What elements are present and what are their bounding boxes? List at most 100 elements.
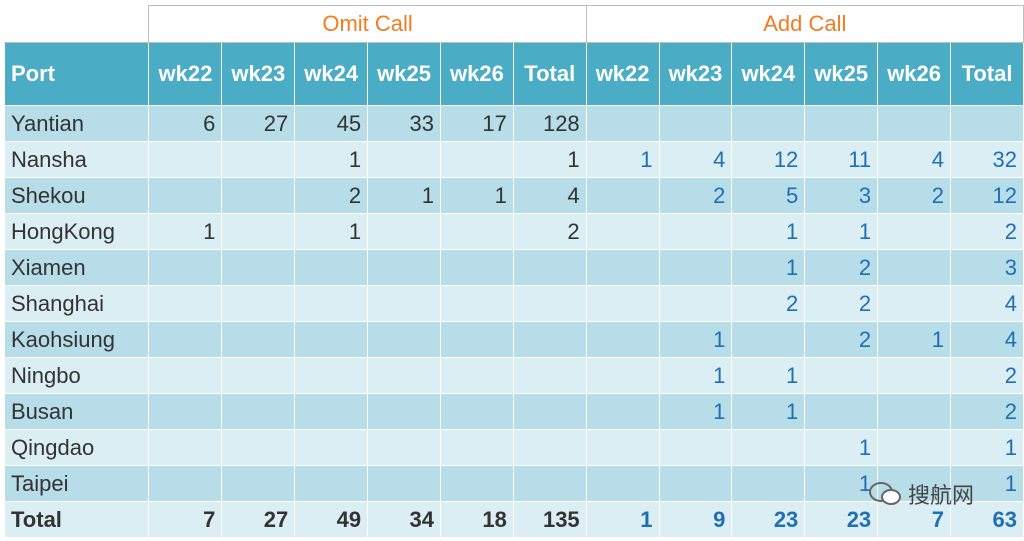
empty-cell: [294, 285, 369, 322]
table-row: Busan 1 1 2: [3, 393, 1024, 430]
value-cell: 1: [804, 213, 879, 250]
empty-cell: [731, 429, 806, 466]
empty-cell: [148, 465, 223, 502]
empty-cell: [367, 141, 441, 178]
value-cell: 1: [731, 249, 806, 286]
empty-cell: [221, 393, 296, 430]
value-cell: 2: [512, 213, 587, 250]
port-cell: Qingdao: [3, 429, 150, 466]
value-cell: 4: [512, 177, 587, 214]
empty-cell: [294, 357, 369, 394]
empty-cell: [877, 429, 952, 466]
table-row: Total 7 27 49 34 18 135 1 9 23 23 7 63: [3, 501, 1024, 538]
value-cell: 18: [439, 501, 514, 538]
empty-cell: [367, 321, 441, 358]
table-row: Kaohsiung 1 2 1 4: [3, 321, 1024, 358]
column-header: wk24: [294, 42, 369, 106]
group-header: Omit Call: [148, 5, 587, 43]
empty-cell: [585, 429, 660, 466]
value-cell: 1: [804, 465, 879, 502]
empty-cell: [585, 393, 660, 430]
empty-cell: [367, 465, 441, 502]
empty-cell: [585, 249, 660, 286]
column-header: wk22: [148, 42, 223, 106]
value-cell: 1: [585, 501, 660, 538]
value-cell: 1: [148, 213, 223, 250]
column-header: wk26: [877, 42, 952, 106]
empty-cell: [294, 465, 369, 502]
value-cell: 128: [512, 105, 587, 142]
port-cell: Nansha: [3, 141, 150, 178]
empty-cell: [148, 429, 223, 466]
value-cell: 7: [148, 501, 223, 538]
value-cell: 6: [148, 105, 223, 142]
empty-cell: [731, 105, 806, 142]
table-row: HongKong 1 1 2 1 1 2: [3, 213, 1024, 250]
empty-cell: [439, 285, 514, 322]
value-cell: 32: [950, 141, 1024, 178]
empty-cell: [294, 393, 369, 430]
value-cell: 1: [804, 429, 879, 466]
port-cell: HongKong: [3, 213, 150, 250]
value-cell: 4: [950, 321, 1024, 358]
value-cell: 2: [950, 213, 1024, 250]
value-cell: 45: [294, 105, 369, 142]
empty-cell: [148, 141, 223, 178]
empty-cell: [877, 357, 952, 394]
empty-cell: [148, 357, 223, 394]
value-cell: 1: [658, 393, 733, 430]
empty-cell: [439, 465, 514, 502]
empty-cell: [367, 285, 441, 322]
empty-cell: [148, 285, 223, 322]
column-header: Total: [512, 42, 587, 106]
value-cell: 2: [658, 177, 733, 214]
empty-cell: [585, 105, 660, 142]
table-row: Taipei 1 1: [3, 465, 1024, 502]
value-cell: 1: [294, 141, 369, 178]
empty-cell: [294, 321, 369, 358]
empty-cell: [950, 105, 1024, 142]
value-cell: 2: [804, 249, 879, 286]
column-header: wk24: [731, 42, 806, 106]
empty-cell: [221, 465, 296, 502]
empty-cell: [658, 465, 733, 502]
value-cell: 2: [877, 177, 952, 214]
empty-cell: [439, 393, 514, 430]
column-header: wk23: [658, 42, 733, 106]
empty-cell: [731, 465, 806, 502]
value-cell: 1: [731, 357, 806, 394]
group-header: Add Call: [585, 5, 1024, 43]
value-cell: 17: [439, 105, 514, 142]
value-cell: 4: [877, 141, 952, 178]
value-cell: 5: [731, 177, 806, 214]
empty-cell: [148, 177, 223, 214]
empty-cell: [585, 357, 660, 394]
empty-cell: [221, 177, 296, 214]
blank-cell: [4, 5, 150, 43]
empty-cell: [221, 429, 296, 466]
column-header: wk26: [439, 42, 514, 106]
empty-cell: [877, 393, 952, 430]
empty-cell: [585, 465, 660, 502]
watermark: 搜航网: [868, 478, 974, 510]
watermark-icon: [869, 482, 901, 505]
value-cell: 27: [221, 105, 296, 142]
empty-cell: [731, 321, 806, 358]
empty-cell: [221, 357, 296, 394]
port-call-table: Omit Call Add Call Port wk22 wk23 wk24 wk25 wk2…: [3, 5, 1024, 538]
value-cell: 4: [950, 285, 1024, 322]
empty-cell: [585, 321, 660, 358]
value-cell: 2: [950, 357, 1024, 394]
empty-cell: [658, 429, 733, 466]
empty-cell: [294, 429, 369, 466]
value-cell: 1: [658, 357, 733, 394]
empty-cell: [585, 177, 660, 214]
empty-cell: [804, 357, 879, 394]
column-header-row: Port wk22 wk23 wk24 wk25 wk26 Total wk22 wk23 wk2…: [3, 42, 1024, 106]
value-cell: 1: [439, 177, 514, 214]
empty-cell: [367, 429, 441, 466]
table-row: Qingdao 1 1: [3, 429, 1024, 466]
empty-cell: [877, 249, 952, 286]
value-cell: 3: [804, 177, 879, 214]
value-cell: 2: [294, 177, 369, 214]
